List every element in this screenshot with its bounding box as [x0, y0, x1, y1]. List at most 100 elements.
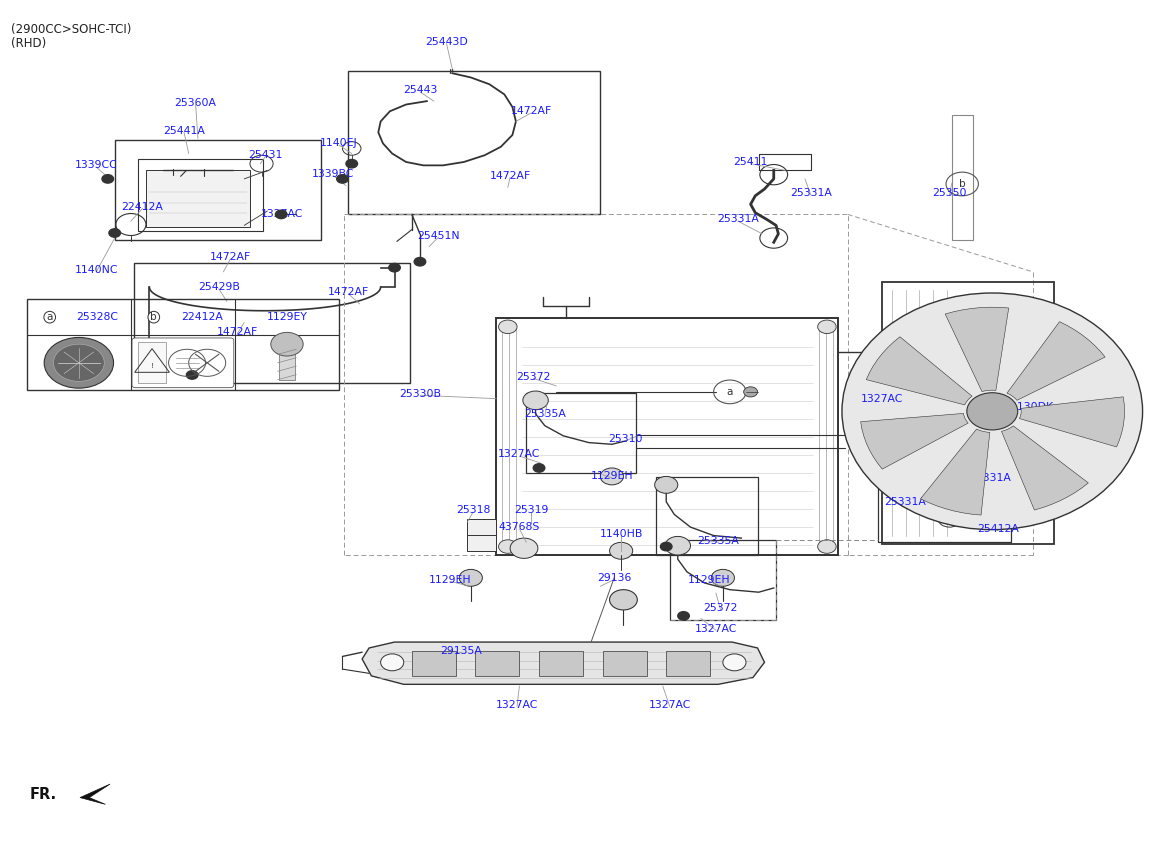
Circle shape — [665, 537, 691, 555]
Circle shape — [678, 611, 690, 620]
Text: 1327AC: 1327AC — [861, 393, 904, 404]
Text: 29135A: 29135A — [440, 645, 482, 656]
Text: 1327AC: 1327AC — [694, 623, 737, 633]
Text: 1129EH: 1129EH — [687, 575, 730, 584]
Circle shape — [723, 654, 746, 671]
Text: 1140HB: 1140HB — [599, 529, 643, 538]
Bar — [279, 348, 296, 380]
Bar — [656, 477, 758, 555]
Polygon shape — [1007, 321, 1106, 400]
Text: 25331A: 25331A — [789, 188, 832, 198]
Text: 25443: 25443 — [403, 85, 437, 95]
Text: 25335A: 25335A — [524, 409, 566, 419]
Polygon shape — [362, 642, 765, 684]
Text: 1140NC: 1140NC — [74, 265, 118, 275]
Text: 1129EH: 1129EH — [429, 575, 472, 584]
Text: 1472AF: 1472AF — [210, 253, 252, 263]
Text: 1130DK: 1130DK — [1011, 402, 1055, 412]
Circle shape — [610, 543, 633, 559]
Text: 25331A: 25331A — [884, 497, 926, 507]
Polygon shape — [866, 337, 972, 404]
Text: 1339BC: 1339BC — [312, 169, 355, 179]
Text: 29136: 29136 — [597, 573, 632, 583]
Text: 25451N: 25451N — [417, 231, 460, 241]
Text: !: ! — [151, 363, 153, 369]
Text: a: a — [46, 312, 53, 322]
Circle shape — [109, 229, 121, 237]
Text: 25310: 25310 — [608, 434, 643, 444]
Text: 25372: 25372 — [704, 603, 738, 613]
Circle shape — [498, 540, 517, 553]
Text: 25318: 25318 — [455, 505, 490, 516]
Text: 43768S: 43768S — [498, 522, 540, 532]
Circle shape — [533, 464, 545, 472]
Text: 25441A: 25441A — [163, 126, 205, 136]
Text: 25335A: 25335A — [698, 536, 739, 545]
Circle shape — [380, 654, 403, 671]
Text: 25411: 25411 — [734, 157, 767, 167]
Text: 1140EJ: 1140EJ — [320, 138, 358, 148]
Bar — [411, 650, 455, 676]
Text: 1472AF: 1472AF — [510, 106, 552, 116]
Bar — [115, 140, 321, 240]
Polygon shape — [946, 307, 1008, 392]
Text: 25443D: 25443D — [425, 37, 468, 47]
Circle shape — [414, 258, 425, 266]
Text: 25372: 25372 — [516, 371, 551, 382]
Text: 1327AC: 1327AC — [496, 700, 538, 710]
Text: 25328C: 25328C — [76, 312, 118, 322]
Polygon shape — [1001, 426, 1088, 510]
Circle shape — [345, 159, 357, 168]
Bar — [603, 650, 647, 676]
Text: (RHD): (RHD) — [10, 37, 46, 50]
Ellipse shape — [841, 293, 1143, 530]
Polygon shape — [920, 429, 990, 515]
Text: b: b — [151, 312, 158, 322]
Bar — [27, 298, 338, 390]
Text: 1327AC: 1327AC — [261, 209, 304, 220]
Circle shape — [661, 543, 672, 551]
Circle shape — [388, 264, 400, 272]
Text: 22412A: 22412A — [122, 202, 163, 212]
Circle shape — [53, 344, 104, 382]
Text: 25431: 25431 — [248, 150, 282, 160]
Text: 25412A: 25412A — [977, 524, 1019, 533]
Bar — [666, 650, 710, 676]
Bar — [670, 540, 777, 620]
Circle shape — [271, 332, 304, 356]
Bar — [1054, 390, 1079, 424]
Text: 1327AC: 1327AC — [498, 449, 540, 460]
Text: 1472AF: 1472AF — [489, 170, 531, 181]
Circle shape — [967, 393, 1018, 430]
Bar — [475, 650, 519, 676]
Text: 22412A: 22412A — [181, 312, 223, 322]
Bar — [134, 264, 409, 383]
Circle shape — [818, 540, 836, 553]
Bar — [146, 170, 250, 227]
Circle shape — [610, 589, 637, 610]
Text: a: a — [727, 387, 732, 397]
Circle shape — [510, 538, 538, 558]
Text: (2900CC>SOHC-TCI): (2900CC>SOHC-TCI) — [10, 23, 131, 36]
Polygon shape — [1020, 397, 1124, 447]
Polygon shape — [80, 784, 110, 805]
Text: b: b — [958, 179, 965, 189]
Circle shape — [498, 320, 517, 333]
Circle shape — [744, 387, 758, 397]
Bar — [952, 114, 972, 240]
Bar — [877, 437, 1011, 543]
Text: 1129EY: 1129EY — [267, 312, 307, 322]
Polygon shape — [861, 414, 968, 469]
Circle shape — [459, 569, 482, 586]
Text: 1129EH: 1129EH — [591, 471, 633, 482]
Circle shape — [44, 338, 114, 388]
Bar — [539, 650, 583, 676]
Text: FR.: FR. — [29, 787, 57, 801]
Bar — [138, 159, 263, 232]
Circle shape — [337, 175, 348, 183]
Bar — [348, 70, 600, 215]
Circle shape — [818, 320, 836, 333]
Text: 25360A: 25360A — [175, 98, 217, 108]
Text: 25350: 25350 — [932, 188, 967, 198]
Bar — [526, 393, 636, 473]
